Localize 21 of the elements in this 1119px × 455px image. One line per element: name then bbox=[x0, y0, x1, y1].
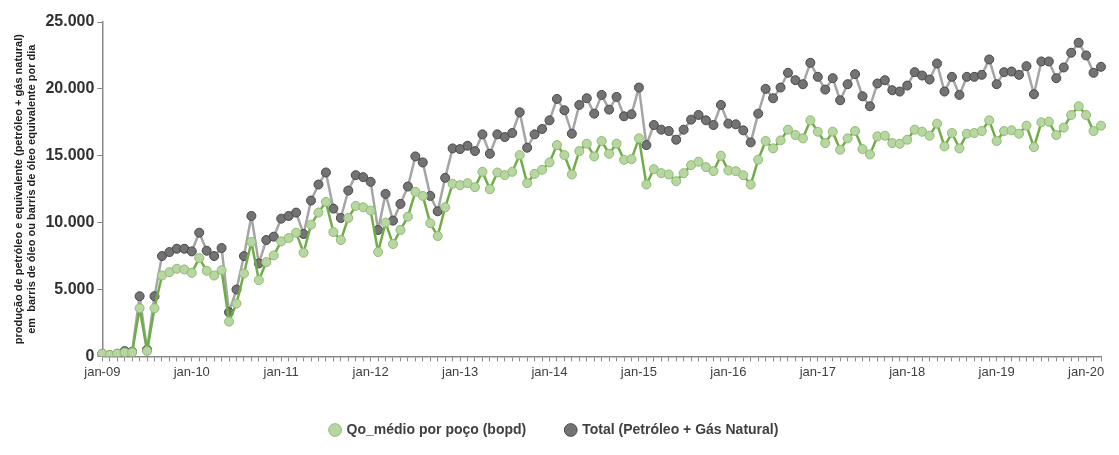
x-tick-label: jan-16 bbox=[709, 363, 747, 379]
x-tick-label: jan-10 bbox=[172, 363, 210, 379]
y-tick-label: 0 bbox=[85, 346, 95, 364]
y-tick-label: 20.000 bbox=[45, 79, 95, 97]
x-tick-label: jan-09 bbox=[83, 363, 121, 379]
y-tick-label: 5.000 bbox=[54, 279, 95, 297]
x-tick-label: jan-12 bbox=[351, 363, 389, 379]
y-tick-label: 25.000 bbox=[45, 12, 95, 30]
x-tick-label: jan-15 bbox=[619, 363, 657, 379]
y-axis-title: produção de petróleo e equivalente (petróleo + gás natural) em barris de óleo ou barris de óleo equivalente por dia bbox=[11, 33, 37, 345]
x-tick-label: jan-18 bbox=[888, 363, 926, 379]
legend-label: Total (Petróleo + Gás Natural) bbox=[582, 420, 779, 437]
y-tick-label: 15.000 bbox=[45, 146, 95, 164]
x-tick-label: jan-11 bbox=[262, 363, 299, 379]
y-tick-label: 10.000 bbox=[45, 213, 95, 231]
x-tick-label: jan-14 bbox=[530, 363, 568, 379]
x-tick-label: jan-20 bbox=[1067, 363, 1105, 379]
x-tick-label: jan-19 bbox=[977, 363, 1015, 379]
legend-label: Qo_médio por poço (bopd) bbox=[346, 420, 527, 437]
x-tick-label: jan-17 bbox=[798, 363, 836, 379]
x-tick-label: jan-13 bbox=[441, 363, 479, 379]
